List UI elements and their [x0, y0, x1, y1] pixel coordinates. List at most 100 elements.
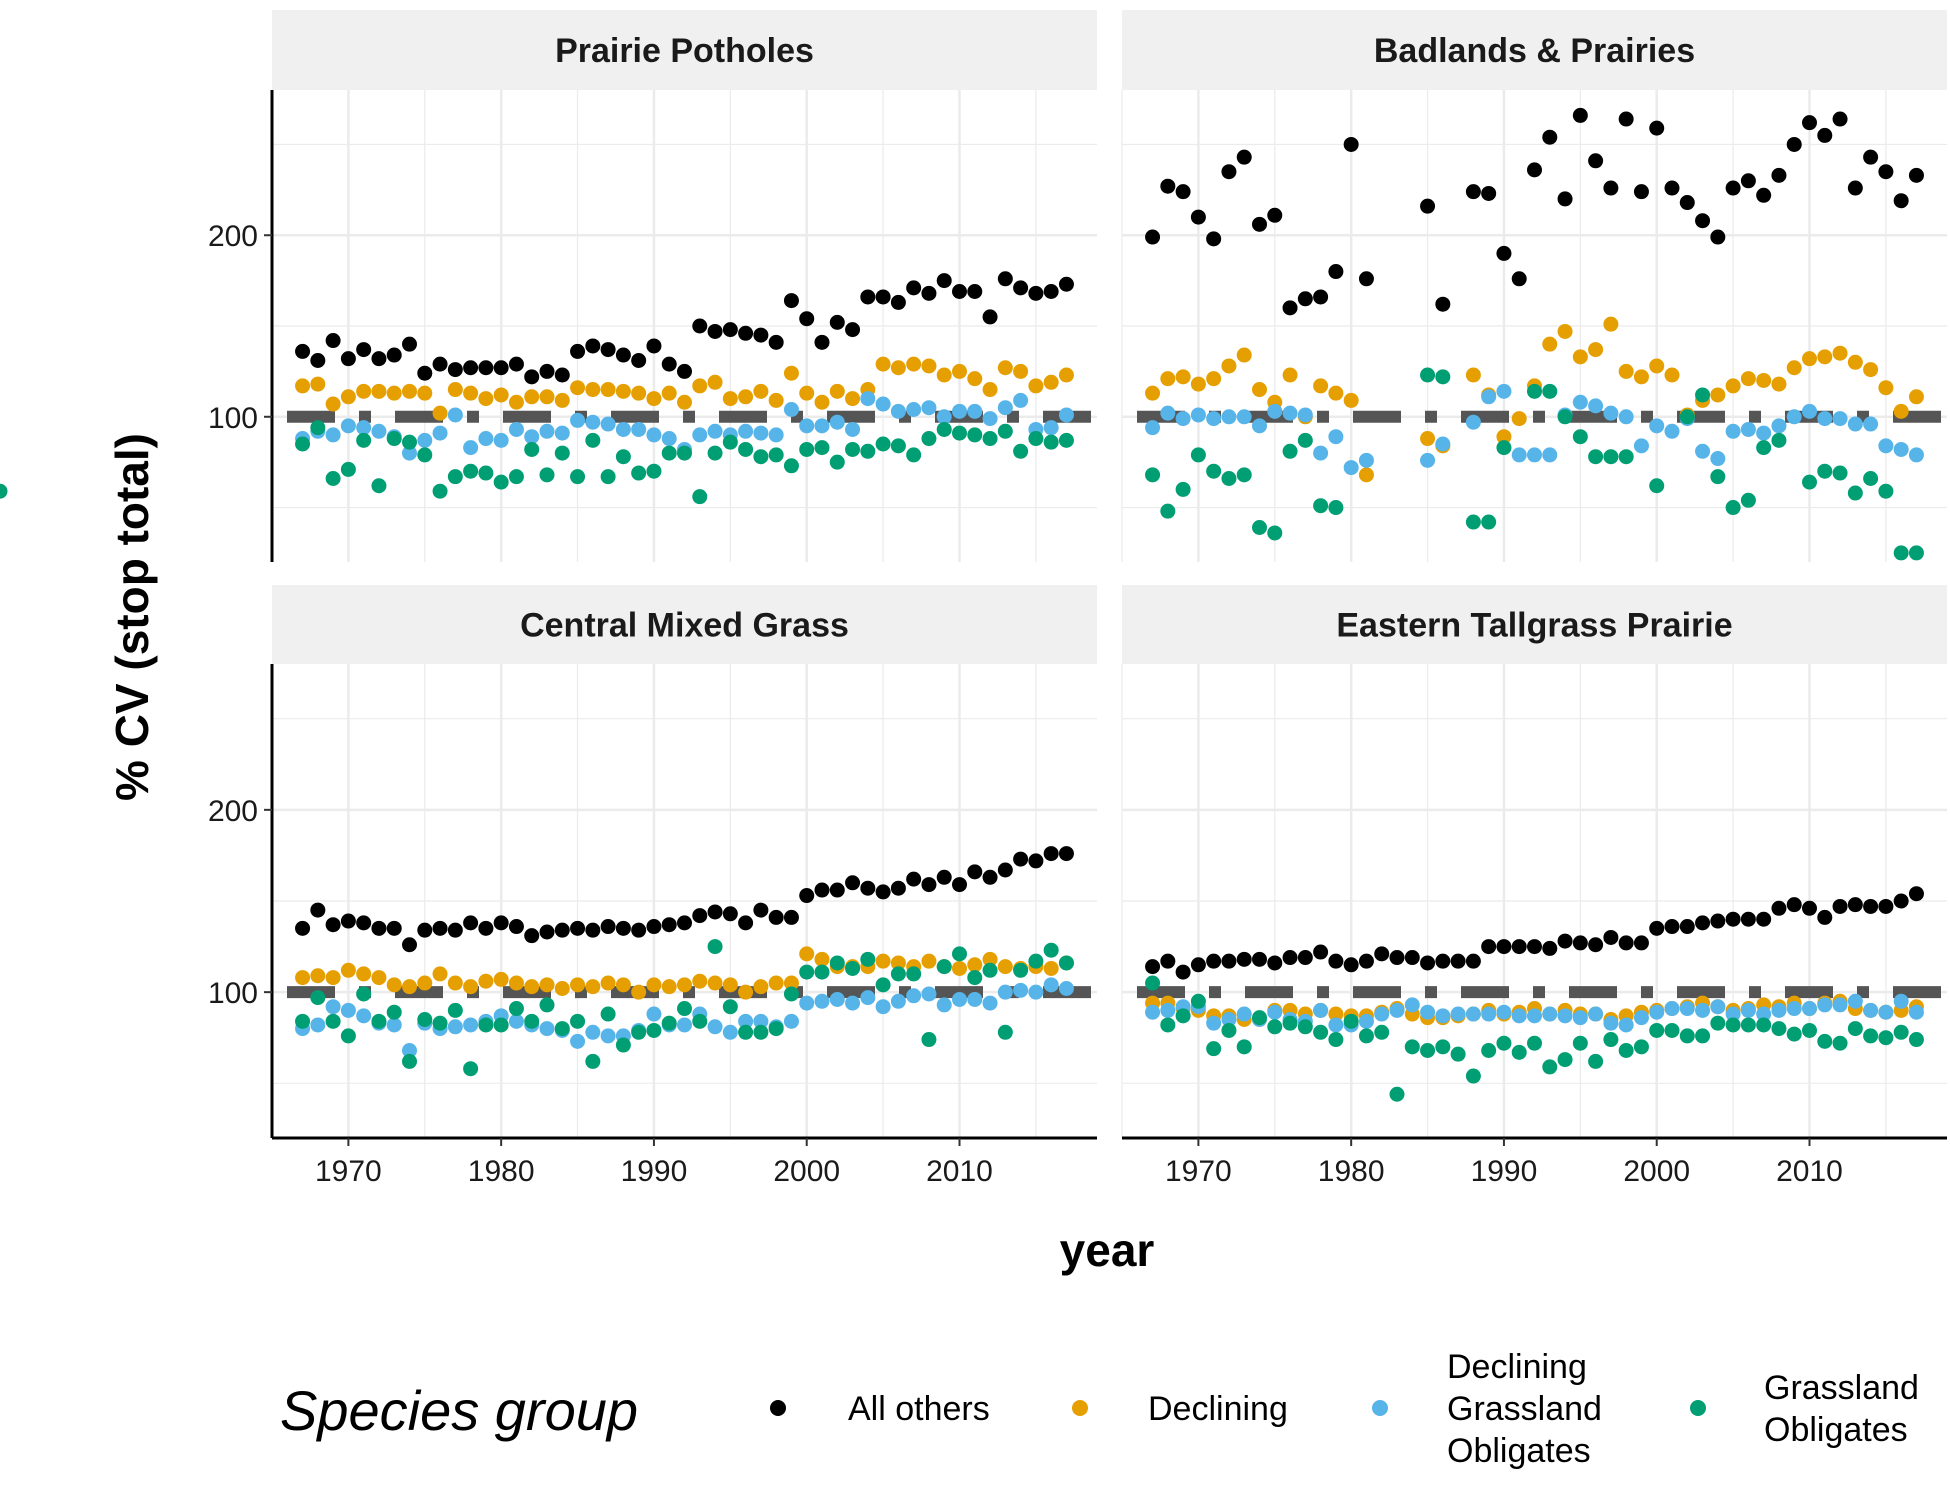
data-point — [1145, 229, 1161, 245]
data-point — [371, 351, 387, 367]
data-point — [1588, 342, 1604, 358]
data-point — [1527, 939, 1542, 955]
data-point — [508, 469, 524, 485]
data-point — [356, 986, 372, 1002]
data-point — [1450, 953, 1466, 969]
data-point — [921, 285, 937, 301]
data-point — [1756, 1017, 1772, 1033]
series-grassland-obligates — [1145, 975, 1924, 1102]
data-point — [386, 1004, 402, 1020]
data-point — [1817, 127, 1833, 143]
data-point — [432, 1015, 448, 1031]
data-point — [1603, 180, 1619, 196]
data-point — [1679, 195, 1695, 211]
data-point — [1618, 449, 1634, 465]
data-point — [631, 1024, 647, 1040]
gridlines — [271, 664, 1097, 1138]
data-point — [1878, 483, 1894, 499]
data-point — [1496, 245, 1512, 261]
data-point — [1679, 1001, 1695, 1017]
data-point — [1450, 1046, 1466, 1062]
data-point — [356, 342, 372, 358]
data-point — [1221, 358, 1237, 374]
data-point — [1802, 900, 1817, 916]
data-point — [447, 1019, 463, 1035]
data-point — [340, 913, 356, 929]
data-point — [707, 939, 723, 955]
data-point — [1043, 960, 1059, 976]
data-point — [1043, 420, 1059, 436]
data-point — [463, 1017, 479, 1033]
data-point — [554, 445, 570, 461]
data-point — [615, 977, 631, 993]
data-point — [1695, 1028, 1711, 1044]
data-point — [661, 385, 677, 401]
data-point — [1633, 438, 1649, 454]
data-point — [1058, 407, 1074, 423]
data-point — [799, 385, 815, 401]
data-point — [508, 1001, 524, 1017]
data-point — [554, 392, 570, 408]
data-point — [310, 420, 326, 436]
data-point — [661, 431, 677, 447]
data-point — [1893, 1024, 1909, 1040]
data-point — [1175, 184, 1191, 200]
data-point — [1313, 944, 1329, 960]
data-point — [417, 385, 433, 401]
data-point — [1740, 371, 1756, 387]
data-point — [1786, 360, 1802, 376]
data-point — [1542, 940, 1558, 956]
data-point — [1206, 953, 1222, 969]
data-point — [1297, 432, 1313, 448]
data-point — [967, 864, 983, 880]
data-point — [646, 919, 662, 935]
data-point — [1572, 935, 1588, 951]
data-point — [722, 977, 738, 993]
data-point — [738, 441, 754, 457]
facet-strip — [272, 585, 1097, 664]
gridlines — [1121, 664, 1947, 1138]
data-point — [402, 979, 417, 995]
data-point — [493, 474, 509, 490]
data-point — [1252, 1010, 1267, 1026]
data-point — [1328, 385, 1344, 401]
data-point — [1343, 460, 1359, 476]
data-point — [1043, 977, 1059, 993]
data-point — [585, 338, 601, 354]
data-point — [585, 432, 601, 448]
data-point — [1465, 184, 1481, 200]
data-point — [631, 465, 647, 481]
data-point — [356, 432, 372, 448]
data-point — [1236, 409, 1252, 425]
data-point — [1175, 964, 1191, 980]
data-point — [539, 1021, 555, 1037]
legend: Species group All others Declining Declini… — [280, 1348, 1919, 1470]
data-point — [646, 427, 662, 443]
data-point — [1343, 1013, 1359, 1029]
data-point — [1481, 1042, 1497, 1058]
data-point — [1832, 1035, 1848, 1051]
data-point — [1145, 959, 1161, 975]
data-point — [1496, 1004, 1512, 1020]
data-point — [814, 964, 830, 980]
data-point — [783, 365, 799, 381]
data-point — [493, 432, 509, 448]
data-point — [1328, 1032, 1344, 1048]
data-point — [1236, 467, 1252, 483]
data-point — [356, 383, 372, 399]
data-point — [1465, 1068, 1481, 1084]
data-point — [677, 915, 692, 931]
facet-title: Central Mixed Grass — [520, 607, 849, 645]
data-point — [1618, 1017, 1634, 1033]
x-tick-label: 2010 — [926, 1155, 993, 1188]
data-point — [1618, 935, 1634, 951]
data-point — [310, 902, 326, 918]
data-point — [845, 960, 861, 976]
data-point — [417, 1012, 433, 1027]
data-point — [1043, 434, 1059, 450]
data-point — [1145, 1004, 1161, 1020]
data-point — [1679, 409, 1695, 425]
data-point — [356, 1008, 372, 1024]
data-point — [952, 946, 967, 962]
series-declining — [1145, 316, 1924, 483]
